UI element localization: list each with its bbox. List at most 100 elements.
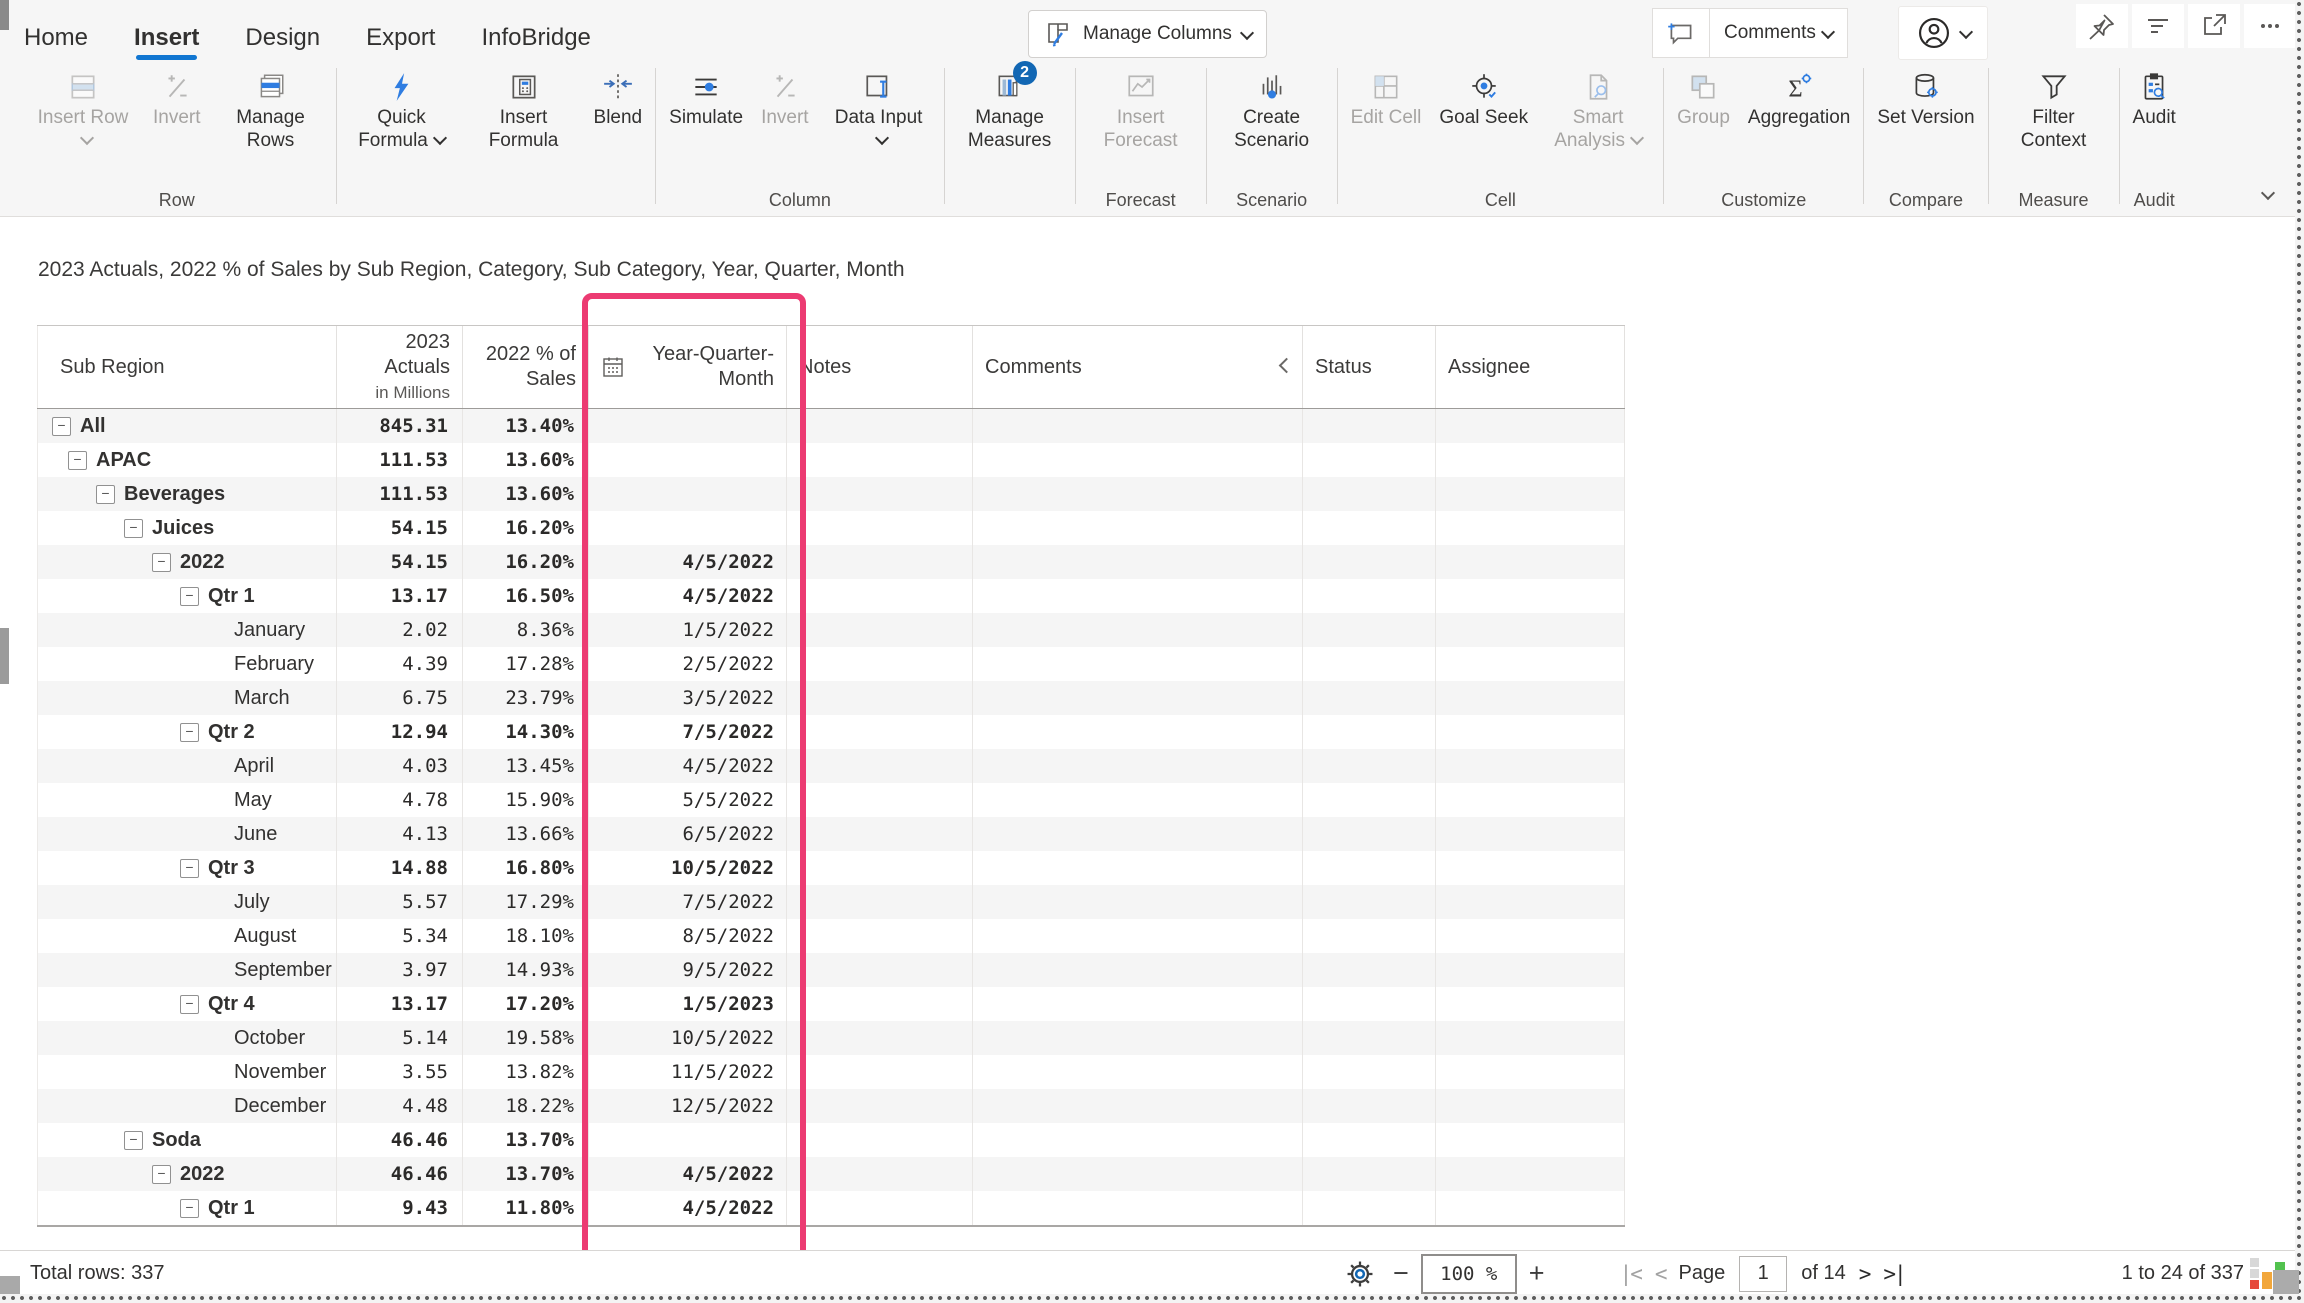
column-header-status[interactable]: Status	[1303, 326, 1436, 408]
collapse-row-icon[interactable]: −	[180, 722, 199, 742]
cell-comments[interactable]	[973, 919, 1303, 953]
table-row[interactable]: August 5.34 18.10% 8/5/2022	[37, 919, 1625, 953]
page-number-input[interactable]: 1	[1739, 1255, 1788, 1292]
table-row[interactable]: − All 845.31 13.40%	[37, 409, 1625, 443]
cell-status[interactable]	[1303, 749, 1436, 783]
cell-pct-sales[interactable]: 16.20%	[463, 511, 589, 545]
cell-assignee[interactable]	[1436, 1089, 1625, 1123]
cell-notes[interactable]	[787, 681, 973, 715]
cell-status[interactable]	[1303, 1021, 1436, 1055]
cell-notes[interactable]	[787, 443, 973, 477]
table-row[interactable]: − Qtr 1 9.43 11.80% 4/5/2022	[37, 1191, 1625, 1225]
cell-comments[interactable]	[973, 953, 1303, 987]
cell-assignee[interactable]	[1436, 1021, 1625, 1055]
cell-pct-sales[interactable]: 17.28%	[463, 647, 589, 681]
left-scrollbar-thumb[interactable]	[0, 628, 9, 684]
cell-status[interactable]	[1303, 953, 1436, 987]
cell-actuals[interactable]: 2.02	[337, 613, 463, 647]
table-row[interactable]: January 2.02 8.36% 1/5/2022	[37, 613, 1625, 647]
cell-comments[interactable]	[973, 783, 1303, 817]
cell-pct-sales[interactable]: 18.10%	[463, 919, 589, 953]
cell-assignee[interactable]	[1436, 1191, 1625, 1225]
cell-comments[interactable]	[973, 443, 1303, 477]
table-row[interactable]: − Qtr 3 14.88 16.80% 10/5/2022	[37, 851, 1625, 885]
cell-notes[interactable]	[787, 579, 973, 613]
zoom-level-input[interactable]: 100 %	[1420, 1253, 1517, 1294]
cell-notes[interactable]	[787, 953, 973, 987]
cell-year-quarter-month[interactable]	[589, 409, 787, 443]
cell-year-quarter-month[interactable]: 9/5/2022	[589, 953, 787, 987]
first-page-button[interactable]: |<	[1619, 1261, 1643, 1286]
collapse-row-icon[interactable]: −	[180, 858, 199, 878]
cell-assignee[interactable]	[1436, 715, 1625, 749]
table-row[interactable]: October 5.14 19.58% 10/5/2022	[37, 1021, 1625, 1055]
cell-status[interactable]	[1303, 1123, 1436, 1157]
table-row[interactable]: − Juices 54.15 16.20%	[37, 511, 1625, 545]
filter-context-button[interactable]: Filter Context	[1993, 62, 2115, 154]
column-header-notes[interactable]: Notes	[787, 326, 973, 408]
cell-status[interactable]	[1303, 409, 1436, 443]
cell-notes[interactable]	[787, 1123, 973, 1157]
cell-actuals[interactable]: 4.78	[337, 783, 463, 817]
cell-year-quarter-month[interactable]	[589, 1123, 787, 1157]
tab-home[interactable]: Home	[24, 24, 89, 51]
cell-notes[interactable]	[787, 987, 973, 1021]
collapse-row-icon[interactable]: −	[124, 1130, 143, 1150]
table-row[interactable]: November 3.55 13.82% 11/5/2022	[37, 1055, 1625, 1089]
cell-pct-sales[interactable]: 17.20%	[463, 987, 589, 1021]
column-header-pct-sales[interactable]: 2022 % of Sales	[463, 326, 589, 408]
goal-seek-button[interactable]: Goal Seek	[1430, 62, 1537, 131]
cell-pct-sales[interactable]: 16.80%	[463, 851, 589, 885]
cell-comments[interactable]	[973, 545, 1303, 579]
cell-actuals[interactable]: 12.94	[337, 715, 463, 749]
cell-notes[interactable]	[787, 851, 973, 885]
cell-comments[interactable]	[973, 579, 1303, 613]
cell-assignee[interactable]	[1436, 817, 1625, 851]
blend-button[interactable]: Blend	[585, 62, 652, 131]
column-header-assignee[interactable]: Assignee	[1436, 326, 1625, 408]
cell-sub-region[interactable]: March	[37, 681, 337, 715]
collapse-row-icon[interactable]: −	[180, 1198, 199, 1218]
add-comment-bubble-icon[interactable]	[1653, 9, 1710, 57]
cell-notes[interactable]	[787, 1021, 973, 1055]
cell-status[interactable]	[1303, 443, 1436, 477]
cell-notes[interactable]	[787, 817, 973, 851]
cell-year-quarter-month[interactable]: 4/5/2022	[589, 1191, 787, 1225]
cell-comments[interactable]	[973, 613, 1303, 647]
zoom-out-button[interactable]: −	[1393, 1258, 1409, 1288]
quick-formula-button[interactable]: Quick Formula	[341, 62, 463, 154]
cell-pct-sales[interactable]: 23.79%	[463, 681, 589, 715]
cell-year-quarter-month[interactable]: 11/5/2022	[589, 1055, 787, 1089]
cell-assignee[interactable]	[1436, 613, 1625, 647]
cell-year-quarter-month[interactable]: 1/5/2022	[589, 613, 787, 647]
column-header-year-quarter-month[interactable]: Year-Quarter- Month	[589, 326, 787, 408]
cell-actuals[interactable]: 3.97	[337, 953, 463, 987]
cell-assignee[interactable]	[1436, 885, 1625, 919]
cell-sub-region[interactable]: − Qtr 2	[37, 715, 337, 749]
cell-sub-region[interactable]: August	[37, 919, 337, 953]
cell-pct-sales[interactable]: 19.58%	[463, 1021, 589, 1055]
table-row[interactable]: February 4.39 17.28% 2/5/2022	[37, 647, 1625, 681]
table-row[interactable]: − Soda 46.46 13.70%	[37, 1123, 1625, 1157]
cell-pct-sales[interactable]: 13.60%	[463, 477, 589, 511]
cell-actuals[interactable]: 13.17	[337, 987, 463, 1021]
cell-year-quarter-month[interactable]: 5/5/2022	[589, 783, 787, 817]
cell-pct-sales[interactable]: 15.90%	[463, 783, 589, 817]
cell-pct-sales[interactable]: 16.20%	[463, 545, 589, 579]
insert-row-button[interactable]: Insert Row	[22, 62, 144, 154]
cell-sub-region[interactable]: −2022	[37, 545, 337, 579]
cell-actuals[interactable]: 14.88	[337, 851, 463, 885]
cell-year-quarter-month[interactable]	[589, 443, 787, 477]
cell-comments[interactable]	[973, 477, 1303, 511]
cell-pct-sales[interactable]: 13.60%	[463, 443, 589, 477]
cell-actuals[interactable]: 46.46	[337, 1157, 463, 1191]
cell-status[interactable]	[1303, 511, 1436, 545]
table-row[interactable]: April 4.03 13.45% 4/5/2022	[37, 749, 1625, 783]
cell-sub-region[interactable]: April	[37, 749, 337, 783]
cell-sub-region[interactable]: July	[37, 885, 337, 919]
cell-assignee[interactable]	[1436, 409, 1625, 443]
cell-status[interactable]	[1303, 477, 1436, 511]
cell-pct-sales[interactable]: 16.50%	[463, 579, 589, 613]
cell-year-quarter-month[interactable]: 10/5/2022	[589, 1021, 787, 1055]
cell-assignee[interactable]	[1436, 749, 1625, 783]
